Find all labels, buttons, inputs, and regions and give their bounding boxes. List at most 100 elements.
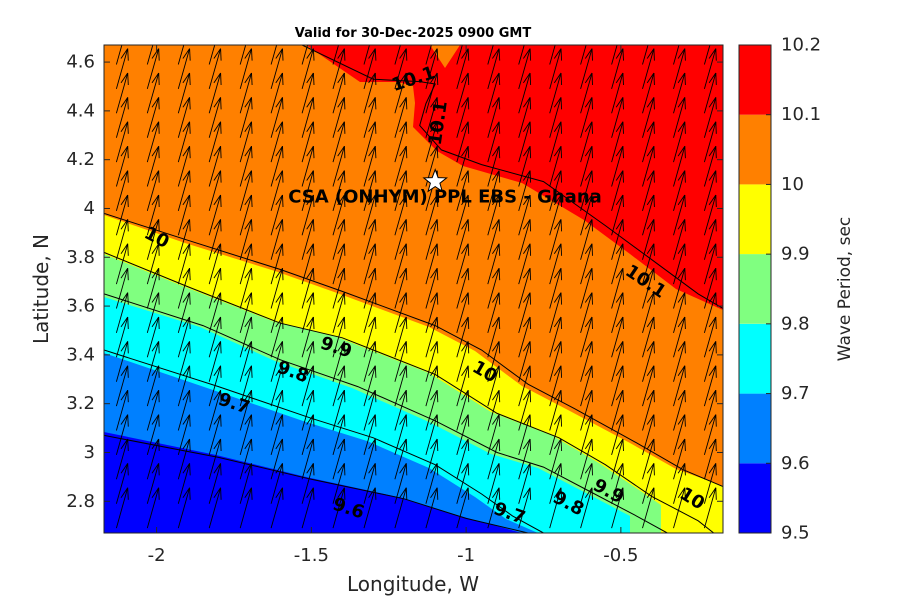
colorbar-tick-label: 10.2 bbox=[781, 35, 821, 56]
direction-arrow bbox=[146, 267, 160, 309]
colorbar-swatch bbox=[739, 463, 771, 533]
chart-title: Valid for 30-Dec-2025 0900 GMT bbox=[295, 26, 532, 41]
direction-arrow bbox=[115, 48, 129, 90]
direction-arrow bbox=[270, 48, 284, 90]
direction-arrow bbox=[549, 365, 563, 407]
direction-arrow bbox=[332, 121, 346, 163]
direction-arrow bbox=[425, 243, 439, 285]
direction-arrow bbox=[332, 170, 346, 212]
direction-arrow bbox=[611, 365, 624, 407]
direction-arrow bbox=[456, 97, 470, 138]
direction-arrow bbox=[177, 438, 191, 480]
direction-arrow bbox=[394, 145, 408, 187]
direction-arrow bbox=[146, 219, 160, 260]
direction-arrow bbox=[642, 341, 655, 382]
direction-arrow bbox=[332, 487, 346, 529]
direction-arrow bbox=[208, 145, 222, 187]
direction-arrow bbox=[456, 414, 470, 456]
direction-arrow bbox=[332, 414, 346, 456]
direction-arrow bbox=[611, 316, 624, 358]
direction-arrow bbox=[208, 170, 222, 212]
direction-arrow bbox=[115, 145, 129, 187]
direction-arrow bbox=[332, 292, 346, 334]
direction-arrow bbox=[642, 292, 655, 334]
x-tick-label: -0.5 bbox=[603, 545, 638, 566]
direction-arrow bbox=[177, 219, 191, 260]
direction-arrow bbox=[177, 316, 191, 358]
colorbar-tick-label: 9.6 bbox=[781, 453, 810, 474]
direction-arrow bbox=[611, 45, 618, 65]
direction-arrow bbox=[456, 292, 470, 334]
direction-arrow bbox=[549, 121, 563, 163]
direction-arrow bbox=[208, 316, 222, 358]
direction-arrow bbox=[580, 97, 593, 138]
direction-arrow bbox=[549, 145, 563, 187]
colorbar-tick-label: 9.7 bbox=[781, 383, 810, 404]
direction-arrow bbox=[611, 341, 624, 382]
site-name: CSA (ONHYM) PPL EBS - Ghana bbox=[288, 187, 602, 208]
direction-arrow bbox=[518, 365, 532, 407]
direction-arrow bbox=[703, 267, 717, 309]
direction-arrow bbox=[549, 463, 563, 504]
direction-arrow bbox=[673, 463, 686, 504]
direction-arrow bbox=[425, 292, 439, 334]
direction-arrow bbox=[239, 267, 253, 309]
direction-arrow bbox=[673, 243, 686, 285]
x-tick-label: -1.5 bbox=[294, 545, 329, 566]
direction-arrow bbox=[673, 267, 686, 309]
direction-arrow bbox=[642, 72, 655, 114]
direction-arrow bbox=[611, 145, 624, 187]
direction-arrow bbox=[487, 316, 501, 358]
direction-arrow bbox=[703, 341, 717, 382]
direction-arrow bbox=[115, 121, 129, 163]
direction-arrow bbox=[487, 243, 501, 285]
direction-arrow bbox=[673, 487, 686, 529]
direction-arrow bbox=[146, 48, 160, 90]
direction-arrow bbox=[487, 72, 501, 114]
direction-arrow bbox=[487, 389, 501, 431]
colorbar-tick-label: 9.8 bbox=[781, 313, 810, 334]
direction-arrow bbox=[580, 463, 593, 504]
direction-arrow bbox=[487, 219, 501, 260]
direction-arrow bbox=[208, 365, 222, 407]
direction-arrow bbox=[301, 292, 315, 334]
direction-arrow bbox=[239, 341, 253, 382]
direction-arrow bbox=[208, 48, 222, 90]
contour-lines bbox=[104, 45, 723, 533]
direction-arrow bbox=[115, 219, 129, 260]
direction-arrow bbox=[642, 487, 655, 529]
colorbar-swatch bbox=[739, 323, 771, 394]
direction-arrow bbox=[580, 219, 593, 260]
direction-arrow bbox=[177, 72, 191, 114]
direction-arrow bbox=[549, 341, 563, 382]
direction-arrow bbox=[363, 463, 377, 504]
direction-arrow bbox=[580, 45, 587, 65]
direction-arrow bbox=[549, 316, 563, 358]
direction-arrow bbox=[115, 170, 129, 212]
direction-arrow bbox=[518, 45, 525, 65]
direction-arrow bbox=[487, 194, 501, 236]
direction-arrow bbox=[456, 243, 470, 285]
direction-arrow bbox=[146, 170, 160, 212]
direction-arrow bbox=[332, 243, 346, 285]
direction-arrow bbox=[487, 438, 501, 480]
direction-arrow bbox=[456, 389, 470, 431]
direction-arrow bbox=[115, 463, 129, 504]
direction-arrow bbox=[518, 121, 532, 163]
direction-arrow bbox=[115, 365, 129, 407]
direction-arrow bbox=[425, 389, 439, 431]
direction-arrow bbox=[611, 194, 624, 236]
direction-arrow bbox=[239, 463, 253, 504]
direction-arrow bbox=[270, 487, 284, 529]
direction-arrow bbox=[549, 414, 563, 456]
direction-arrow bbox=[394, 341, 408, 382]
direction-arrow bbox=[301, 389, 315, 431]
direction-arrow bbox=[177, 97, 191, 138]
y-tick-label: 3.8 bbox=[66, 247, 95, 268]
direction-arrow bbox=[703, 170, 717, 212]
direction-arrow bbox=[363, 389, 377, 431]
direction-arrow bbox=[177, 341, 191, 382]
contour-line-10.1 bbox=[301, 45, 723, 309]
direction-arrow bbox=[703, 243, 717, 285]
direction-arrow bbox=[301, 414, 315, 456]
